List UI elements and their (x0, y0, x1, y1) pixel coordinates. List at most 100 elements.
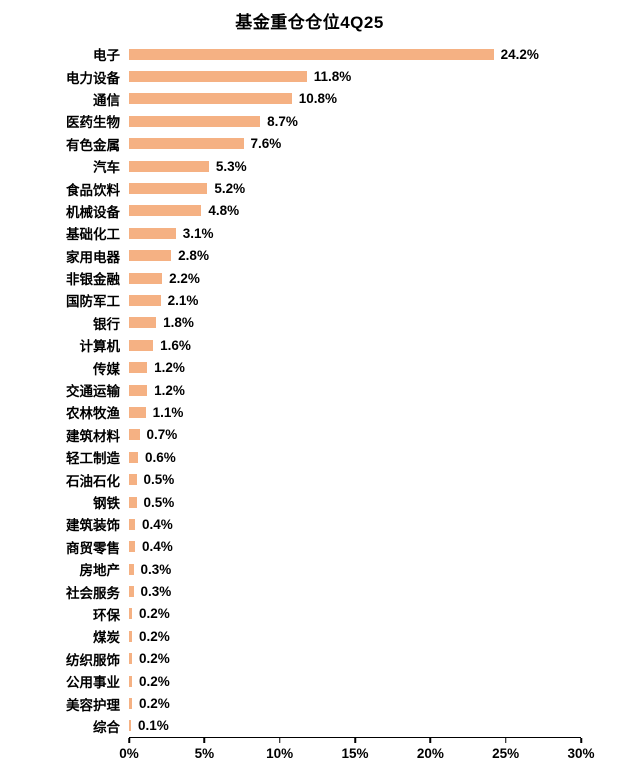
chart-row: 基础化工 3.1% (8, 222, 581, 244)
bar-track: 0.2% (129, 625, 581, 647)
value-label: 0.5% (143, 494, 175, 510)
category-label: 机械设备 (66, 204, 120, 220)
bar (129, 160, 209, 172)
value-label: 5.2% (214, 181, 246, 197)
bar-track: 0.7% (129, 424, 581, 446)
bar (129, 563, 134, 575)
category-label: 交通运输 (66, 384, 120, 400)
bar-track: 7.6% (129, 133, 581, 155)
value-label: 7.6% (250, 136, 282, 152)
bar-track: 1.2% (129, 356, 581, 378)
chart-row: 综合 0.1% (8, 715, 581, 737)
chart-row: 纺织服饰 0.2% (8, 648, 581, 670)
bar-track: 1.6% (129, 334, 581, 356)
axis-tick-mark (128, 738, 130, 744)
chart-row: 计算机 1.6% (8, 334, 581, 356)
chart-row: 建筑装饰 0.4% (8, 513, 581, 535)
value-label: 1.1% (152, 404, 184, 420)
value-label: 1.6% (160, 337, 191, 353)
category-label: 电力设备 (66, 70, 120, 86)
bar (129, 586, 134, 598)
bar-chart: 电子 24.2% 电力设备 11.8% 通信 10.8% 医药生物 8.7% 有色金属 7.6% 汽… (0, 43, 619, 770)
bar-track: 5.3% (129, 155, 581, 177)
value-label: 5.3% (215, 158, 247, 174)
chart-rows: 电子 24.2% 电力设备 11.8% 通信 10.8% 医药生物 8.7% 有色金属 7.6% 汽… (8, 43, 581, 737)
bar-track: 2.2% (129, 267, 581, 289)
chart-row: 银行 1.8% (8, 312, 581, 334)
bar-track: 24.2% (129, 43, 581, 65)
category-label: 环保 (93, 607, 120, 623)
category-label: 建筑材料 (66, 428, 120, 444)
bar-track: 8.7% (129, 110, 581, 132)
value-label: 11.8% (313, 69, 352, 85)
category-label: 美容护理 (66, 697, 120, 713)
value-label: 0.7% (146, 427, 178, 443)
bar-track: 0.1% (129, 715, 581, 737)
category-label: 轻工制造 (66, 451, 120, 467)
bar-track: 0.2% (129, 692, 581, 714)
chart-row: 家用电器 2.8% (8, 245, 581, 267)
bar (129, 496, 137, 508)
axis-tick-label: 25% (492, 746, 520, 762)
bar (129, 339, 154, 351)
value-label: 3.1% (182, 225, 214, 241)
category-label: 食品饮料 (66, 182, 120, 198)
axis-tick-label: 15% (341, 746, 369, 762)
chart-row: 电子 24.2% (8, 43, 581, 65)
bar (129, 675, 132, 687)
bar-track: 3.1% (129, 222, 581, 244)
axis-tick-mark (504, 738, 507, 744)
chart-row: 国防军工 2.1% (8, 289, 581, 311)
bar-track: 2.1% (129, 289, 581, 311)
bar (129, 272, 163, 284)
category-label: 商贸零售 (66, 540, 120, 556)
chart-row: 交通运输 1.2% (8, 379, 581, 401)
value-label: 0.5% (143, 472, 175, 488)
bar-track: 0.4% (129, 536, 581, 558)
value-label: 0.2% (139, 606, 170, 622)
bar (129, 406, 146, 418)
bar-track: 0.2% (129, 670, 581, 692)
bar-track: 0.3% (129, 558, 581, 580)
bar (129, 115, 261, 127)
value-label: 0.4% (142, 539, 173, 555)
bar (129, 362, 148, 374)
bar (129, 541, 136, 553)
category-label: 煤炭 (93, 630, 120, 646)
chart-title: 基金重仓仓位4Q25 (235, 13, 384, 32)
axis-tick-label: 20% (416, 746, 444, 762)
value-label: 24.2% (500, 46, 539, 62)
value-label: 0.3% (140, 584, 172, 600)
axis-tick-mark (429, 738, 432, 744)
chart-row: 食品饮料 5.2% (8, 177, 581, 199)
bar (129, 451, 139, 463)
bar (129, 720, 131, 732)
category-label: 通信 (93, 92, 120, 108)
bar-track: 1.2% (129, 379, 581, 401)
bar-track: 11.8% (129, 65, 581, 87)
value-label: 2.1% (167, 292, 199, 308)
category-label: 建筑装饰 (66, 518, 120, 534)
axis-tick-mark (203, 738, 206, 744)
category-label: 银行 (93, 316, 120, 332)
axis-tick-mark (580, 738, 582, 744)
bar (129, 474, 137, 486)
category-label: 国防军工 (66, 294, 120, 310)
axis-tick-label: 30% (567, 746, 595, 762)
chart-row: 煤炭 0.2% (8, 625, 581, 647)
bar (129, 227, 176, 239)
bar (129, 317, 157, 329)
bar-track: 5.2% (129, 177, 581, 199)
chart-row: 社会服务 0.3% (8, 580, 581, 602)
chart-row: 建筑材料 0.7% (8, 424, 581, 446)
category-label: 房地产 (79, 563, 121, 579)
category-label: 计算机 (79, 339, 121, 355)
axis-tick-label: 5% (194, 746, 215, 762)
bar (129, 93, 292, 105)
bar (129, 384, 148, 396)
bar (129, 71, 307, 83)
bar-track: 0.5% (129, 491, 581, 513)
chart-row: 有色金属 7.6% (8, 133, 581, 155)
bar-track: 1.8% (129, 312, 581, 334)
